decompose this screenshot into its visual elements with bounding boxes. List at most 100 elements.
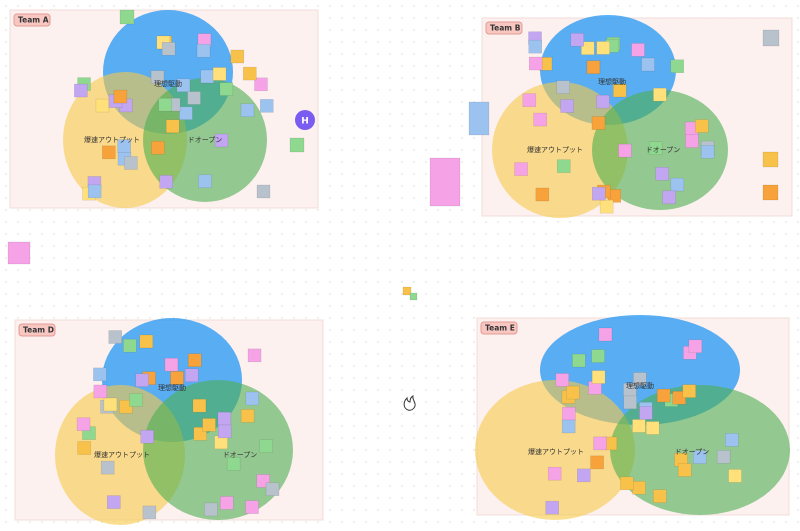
sticky-note [545,500,559,515]
sticky-note [214,133,229,148]
sticky-note [200,69,214,84]
sticky-note [198,174,212,189]
sticky-note [254,77,268,92]
sticky-note [598,327,613,342]
sticky-note [596,41,610,55]
sticky-note [402,286,412,296]
sticky-note [577,468,591,483]
sticky-note [695,119,709,133]
sticky-note [260,99,274,113]
sticky-note [179,106,193,120]
sticky-note [230,49,245,64]
sticky-note [556,80,571,94]
frame-title-tag [485,21,523,35]
sticky-note [184,368,199,383]
sticky-note [150,70,165,84]
sticky-note [196,43,211,58]
sticky-note [245,500,259,514]
sticky-note [93,367,107,382]
circle-label: 爆速アウトプット [528,447,584,456]
sticky-note [547,466,562,481]
sticky-note [623,395,637,410]
sticky-note [662,190,676,205]
cursor-icon [403,395,416,411]
circle-label: 爆速アウトプット [94,450,150,459]
sticky-note [670,177,685,192]
sticky-note [245,391,260,406]
sticky-note [243,66,257,81]
sticky-note [685,134,699,148]
sticky-note [566,385,580,400]
sticky-note [632,480,646,495]
sticky-note [187,91,201,105]
sticky-note [670,59,684,74]
sticky-note [682,384,696,398]
sticky-note [762,151,779,168]
sticky-note [762,29,780,47]
circle-label: 理想駆動 [598,77,626,86]
sticky-note [113,89,128,104]
sticky-note [107,495,121,509]
sticky-note [119,9,135,25]
sticky-note [590,455,604,470]
sticky-note [535,187,550,202]
user-avatar[interactable] [295,110,315,130]
sticky-note [164,357,179,372]
sticky-note [599,199,614,214]
sticky-note [596,94,610,109]
sticky-note [217,411,232,426]
sticky-note [672,390,686,405]
sticky-note [725,433,739,447]
sticky-note [692,450,707,464]
sticky-note [74,83,88,98]
sticky-note [240,103,255,118]
sticky-note [76,417,91,431]
sticky-note [135,373,149,387]
sticky-note [119,399,133,414]
sticky-note [159,175,173,189]
sticky-note [620,476,634,491]
frame-title: Team E [485,324,515,333]
circle-label: ドオープン [223,451,258,459]
sticky-note [716,450,731,464]
circle-label: 理想駆動 [158,383,186,392]
sticky-note [151,140,165,155]
sticky-note [102,145,116,160]
sticky-note [468,101,490,136]
sticky-note [217,424,232,439]
sticky-note [77,441,91,455]
sticky-note [688,339,703,354]
sticky-note [632,419,646,433]
frame-title: Team D [23,326,54,335]
circle-label: 理想駆動 [154,79,182,88]
sticky-note [87,184,102,199]
sticky-note [591,116,606,130]
sticky-note [648,141,663,156]
frame-title-tag [480,321,518,335]
sticky-note [247,348,262,363]
circle-label: ドオープン [188,136,223,144]
sticky-note [581,41,595,55]
sticky-note [572,353,586,368]
sticky-note [161,42,176,56]
sticky-note [202,418,216,432]
sticky-note [129,393,143,407]
sticky-note [140,429,155,444]
sticky-note [265,482,280,496]
frame-title-tag [13,13,51,27]
sticky-note [158,97,172,112]
sticky-note [528,56,543,71]
sticky-note [562,406,576,421]
sticky-note [592,186,606,201]
sticky-note [528,39,542,54]
sticky-note [653,489,667,503]
sticky-note [641,57,655,72]
frame-title-tag [18,323,56,337]
sticky-note [103,397,118,412]
sticky-note [762,184,779,201]
sticky-note [556,159,571,173]
sticky-note [591,370,606,384]
